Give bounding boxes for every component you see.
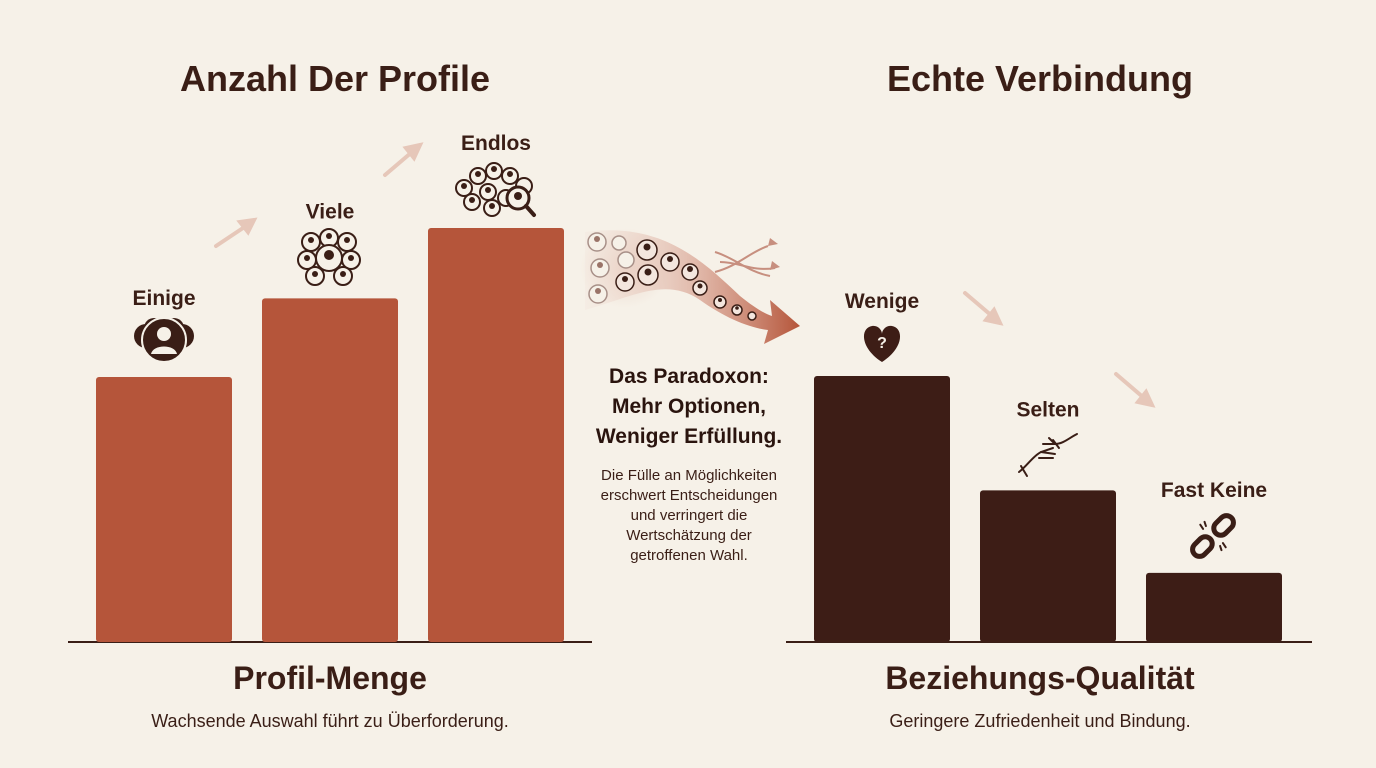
broken-chain-icon [1190,513,1236,559]
right-axis-caption: Beziehungs-Qualität Geringere Zufriedenh… [790,660,1290,732]
paradox-flow-arrow-icon [580,228,800,344]
left-category-label: Viele [306,200,355,223]
left-x-axis-label: Profil-Menge [233,660,427,696]
rising-arrow-icon [214,217,258,248]
right-chart-title: Echte Verbindung [886,58,1194,99]
right-category-label: Wenige [845,290,919,313]
svg-text:?: ? [877,335,887,352]
right-bar-selten [980,490,1116,642]
left-chart-title: Anzahl Der Profile [179,58,491,99]
paradox-heading-line: Weniger Erfüllung. [595,425,783,448]
falling-arrow-icon [1114,372,1156,408]
right-category-label: Fast Keine [1161,479,1267,502]
right-category-label: Selten [1016,398,1079,421]
falling-arrow-icon [963,291,1004,326]
heart-question-icon: ? [863,325,901,362]
right-x-axis-label: Beziehungs-Qualität [885,660,1195,696]
paradox-body: Die Fülle an Möglichkeiten erschwert Ent… [578,466,800,566]
reaching-hands-icon [1018,433,1078,477]
right-caption-text: Geringere Zufriedenheit und Bindung. [889,711,1191,731]
left-axis-caption: Profil-Menge Wachsende Auswahl führt zu … [70,660,590,732]
paradox-body-line: Wertschätzung der [626,527,752,544]
right-bar-fast-keine [1146,572,1282,642]
left-category-label: Einige [132,287,195,310]
paradox-heading-line: Das Paradoxon: [609,365,769,388]
crowd-icon [297,228,361,286]
paradox-heading-line: Mehr Optionen, [612,395,766,418]
small-group-icon [134,317,194,363]
left-caption-text: Wachsende Auswahl führt zu Überforderung… [151,711,509,731]
right-bar-wenige [814,376,950,642]
paradox-note: Das Paradoxon: Mehr Optionen, Weniger Er… [578,362,800,566]
paradox-body-line: erschwert Entscheidungen [600,487,778,504]
left-bar-viele [262,298,398,642]
left-bar-endlos [428,228,564,642]
rising-arrow-icon [383,142,424,177]
left-bar-einige [96,377,232,642]
paradox-heading: Das Paradoxon: Mehr Optionen, Weniger Er… [578,362,800,452]
paradox-body-line: Die Fülle an Möglichkeiten [601,467,777,484]
paradox-body-line: getroffenen Wahl. [630,547,748,564]
endless-crowd-search-icon [455,162,536,217]
paradox-body-line: und verringert die [630,507,748,524]
left-category-label: Endlos [461,132,531,155]
